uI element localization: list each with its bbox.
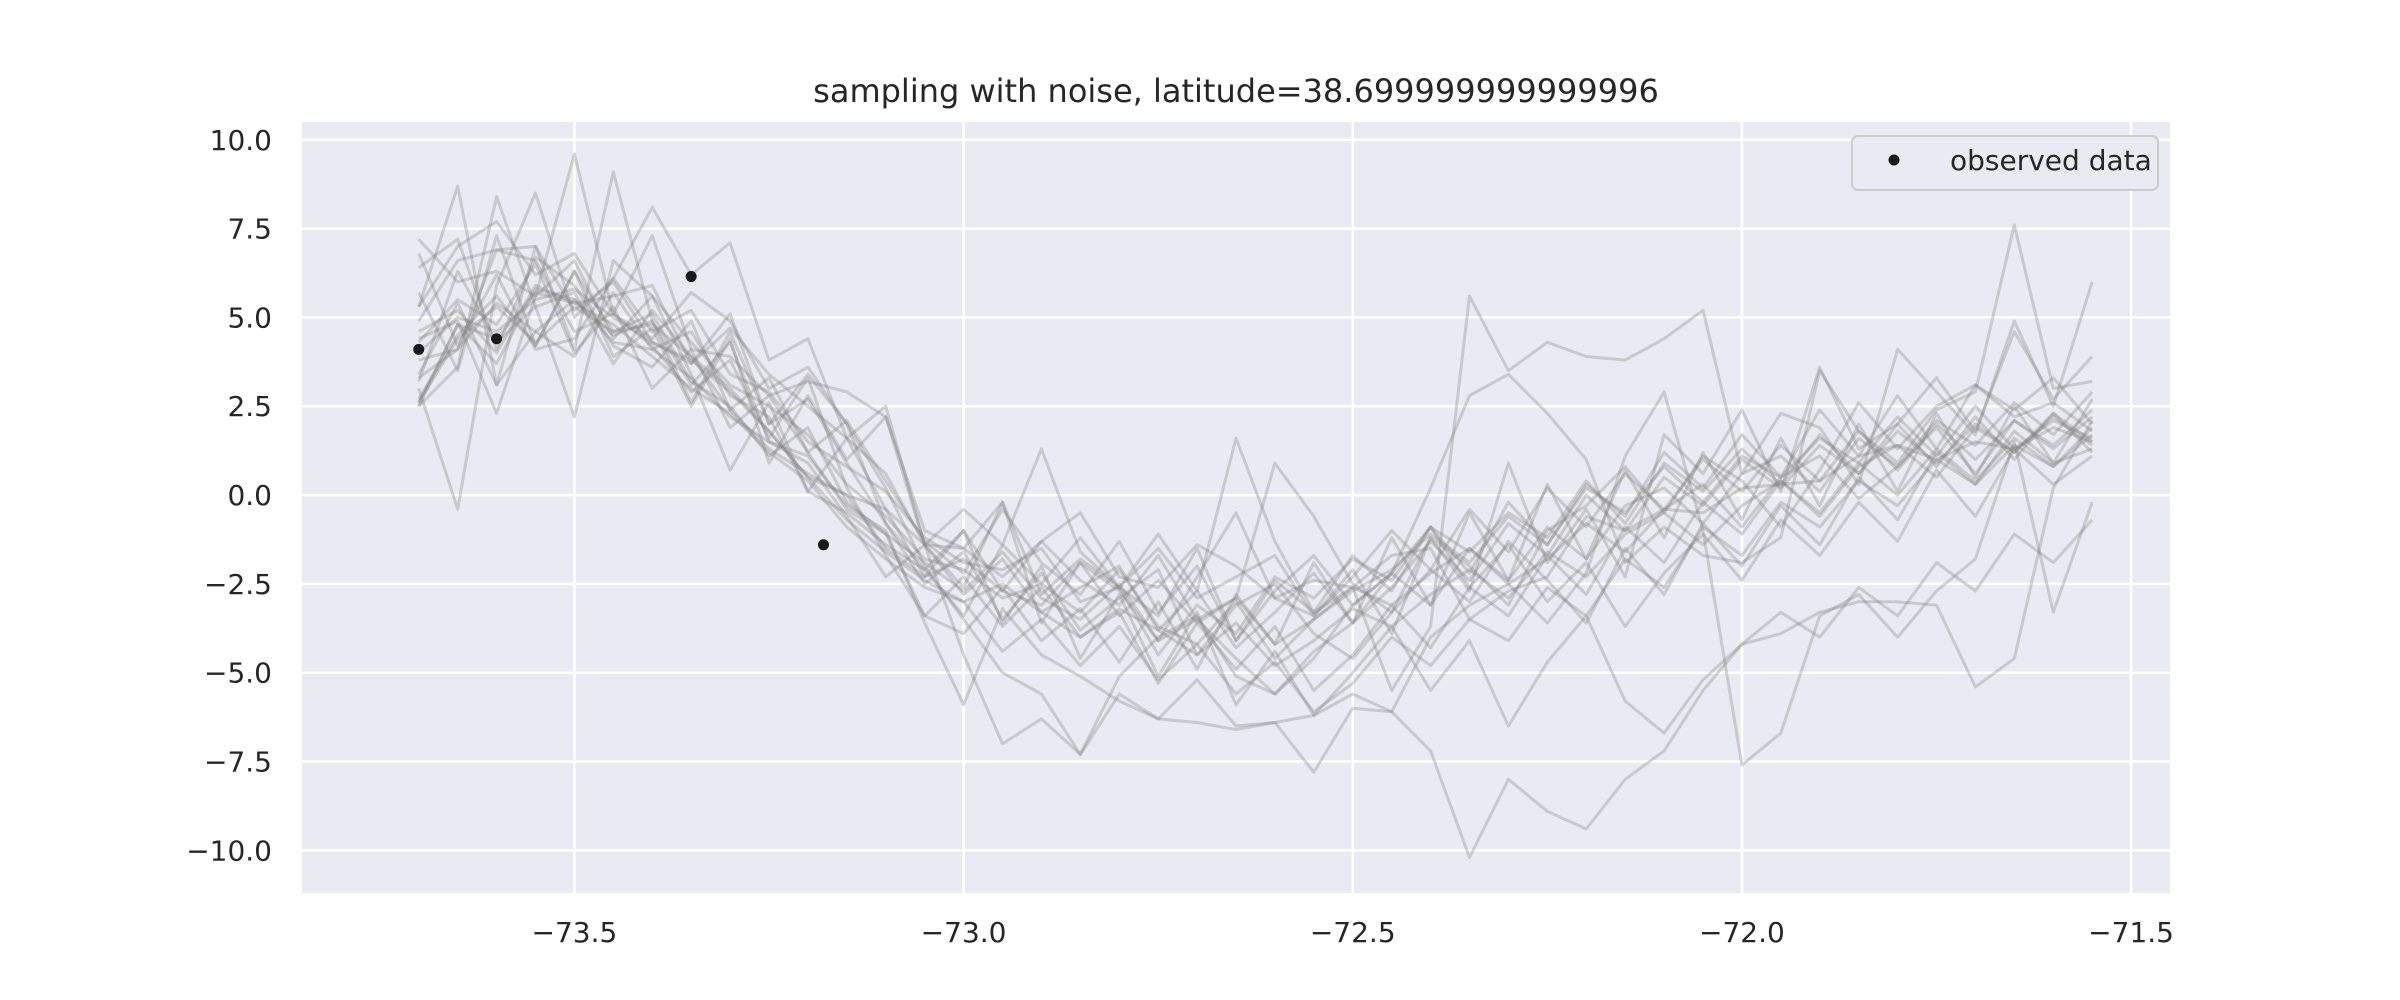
sample-line: [417, 269, 2094, 646]
sample-line: [417, 244, 2093, 660]
sample-line: [418, 259, 2093, 660]
y-tick-label: 2.5: [227, 390, 272, 423]
y-tick-label: 5.0: [227, 301, 272, 334]
sample-line: [417, 283, 2094, 714]
sample-line: [417, 152, 2094, 671]
x-tick-label: −73.0: [921, 916, 1007, 949]
plot-background: [302, 122, 2170, 893]
sample-line: [417, 234, 2094, 618]
sample-line: [417, 262, 2094, 692]
sample-line: [417, 237, 2094, 643]
grid: [302, 122, 2170, 893]
sample-line: [417, 191, 2094, 643]
sample-line: [417, 305, 2093, 621]
chart-title: sampling with noise, latitude=38.6999999…: [813, 72, 1659, 110]
y-tick-label: 0.0: [227, 479, 272, 512]
observed-point: [817, 539, 829, 551]
legend-box: [1851, 135, 2159, 191]
observed-points: [413, 271, 829, 551]
y-tick-label: −2.5: [204, 568, 272, 601]
y-tick-labels: 10.0 7.5 5.0 2.5 0.0 −2.5 −5.0 −7.5 −10.0: [186, 124, 272, 868]
observed-point: [413, 343, 425, 355]
y-tick-label: 7.5: [227, 213, 272, 246]
sample-line: [417, 195, 2094, 621]
x-tick-labels: −73.5 −73.0 −72.5 −72.0 −71.5: [532, 916, 2174, 949]
observed-point: [491, 333, 503, 345]
y-tick-label: −5.0: [204, 657, 272, 690]
sample-line: [417, 269, 2094, 696]
legend-marker: [1888, 154, 1900, 166]
y-tick-label: 10.0: [210, 124, 272, 157]
observed-point: [685, 271, 697, 283]
x-tick-label: −72.5: [1310, 916, 1396, 949]
y-tick-label: −10.0: [186, 834, 272, 867]
x-tick-label: −72.0: [1699, 916, 1785, 949]
sample-line: [417, 287, 2094, 859]
legend: observed data: [1851, 135, 2159, 191]
legend-label: observed data: [1950, 144, 2152, 177]
sample-lines: [417, 152, 2094, 859]
sample-line: [418, 291, 2094, 650]
sample-line: [417, 298, 2094, 643]
sample-line: [417, 220, 2094, 692]
sample-line: [417, 252, 2094, 657]
sample-line: [417, 283, 2094, 774]
x-tick-label: −71.5: [2088, 916, 2174, 949]
y-tick-label: −7.5: [204, 746, 272, 779]
sample-line: [417, 287, 2094, 668]
x-tick-label: −73.5: [532, 916, 618, 949]
sample-line: [417, 223, 2093, 756]
sample-line: [417, 170, 2094, 735]
